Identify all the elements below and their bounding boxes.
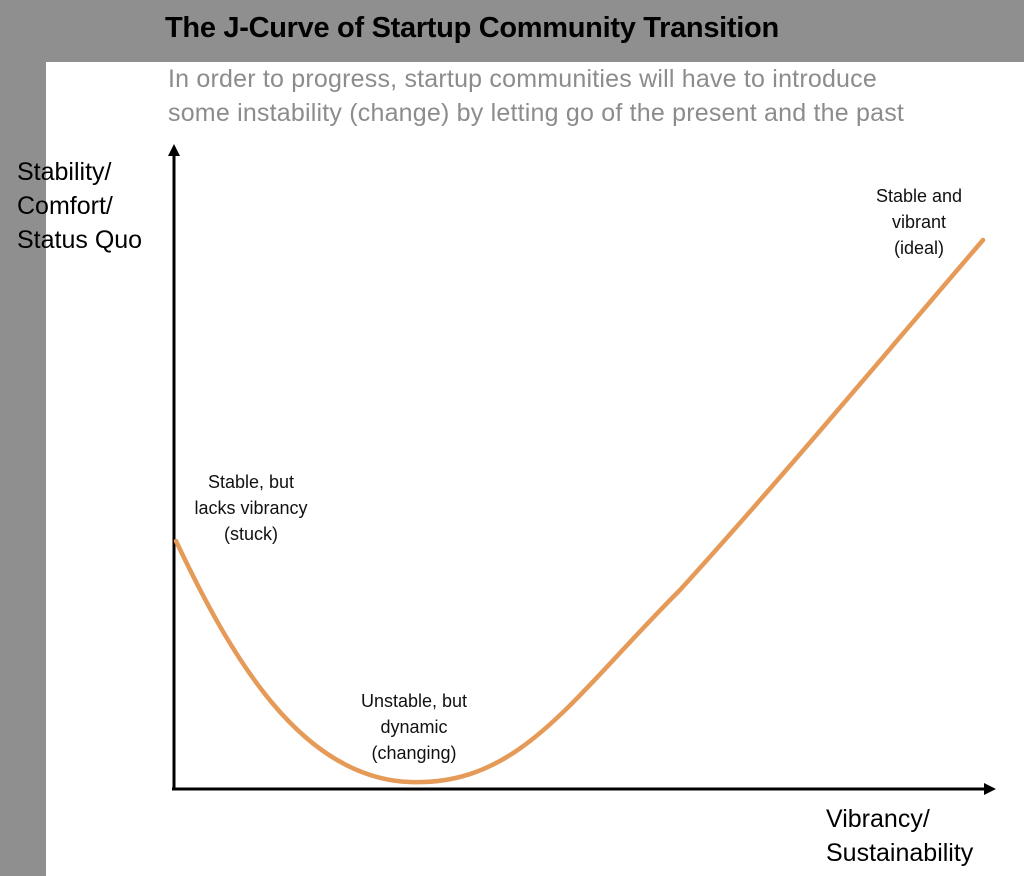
annotation-changing-line-2: dynamic bbox=[380, 717, 448, 737]
annotation-ideal-line-1: Stable and bbox=[875, 186, 963, 206]
y-axis-label-line-2: Comfort/ bbox=[17, 192, 113, 220]
y-axis-label-line-3: Status Quo bbox=[17, 226, 143, 254]
annotation-ideal-line-3: (ideal) bbox=[893, 238, 945, 258]
annotation-stuck-line-2: lacks vibrancy bbox=[194, 498, 308, 518]
subtitle-line-2: some instability (change) by letting go … bbox=[168, 99, 905, 127]
annotation-changing-line-3: (changing) bbox=[371, 743, 457, 763]
y-axis-label-line-1: Stability/ bbox=[17, 158, 112, 186]
x-axis-label-line-1: Vibrancy/ bbox=[826, 805, 930, 833]
x-axis-label-line-2: Sustainability bbox=[826, 839, 974, 867]
annotation-ideal-line-2: vibrant bbox=[891, 212, 947, 232]
annotation-stuck-line-1: Stable, but bbox=[207, 472, 295, 492]
annotation-stuck-line-3: (stuck) bbox=[224, 524, 278, 544]
j-curve-line bbox=[173, 237, 986, 785]
annotation-changing: Unstable, but dynamic (changing) bbox=[314, 688, 514, 766]
header-bar bbox=[0, 0, 1024, 62]
diagram-canvas bbox=[46, 62, 1024, 876]
annotation-stuck: Stable, but lacks vibrancy (stuck) bbox=[151, 469, 351, 547]
x-axis-label: Vibrancy/ Sustainability bbox=[826, 802, 973, 870]
diagram-title: The J-Curve of Startup Community Transit… bbox=[165, 12, 779, 44]
subtitle-line-1: In order to progress, startup communitie… bbox=[168, 65, 877, 93]
annotation-changing-line-1: Unstable, but bbox=[360, 691, 468, 711]
y-axis-label: Stability/ Comfort/ Status Quo bbox=[17, 155, 142, 257]
diagram-subtitle: In order to progress, startup communitie… bbox=[168, 62, 1008, 130]
annotation-ideal: Stable and vibrant (ideal) bbox=[819, 183, 1019, 261]
